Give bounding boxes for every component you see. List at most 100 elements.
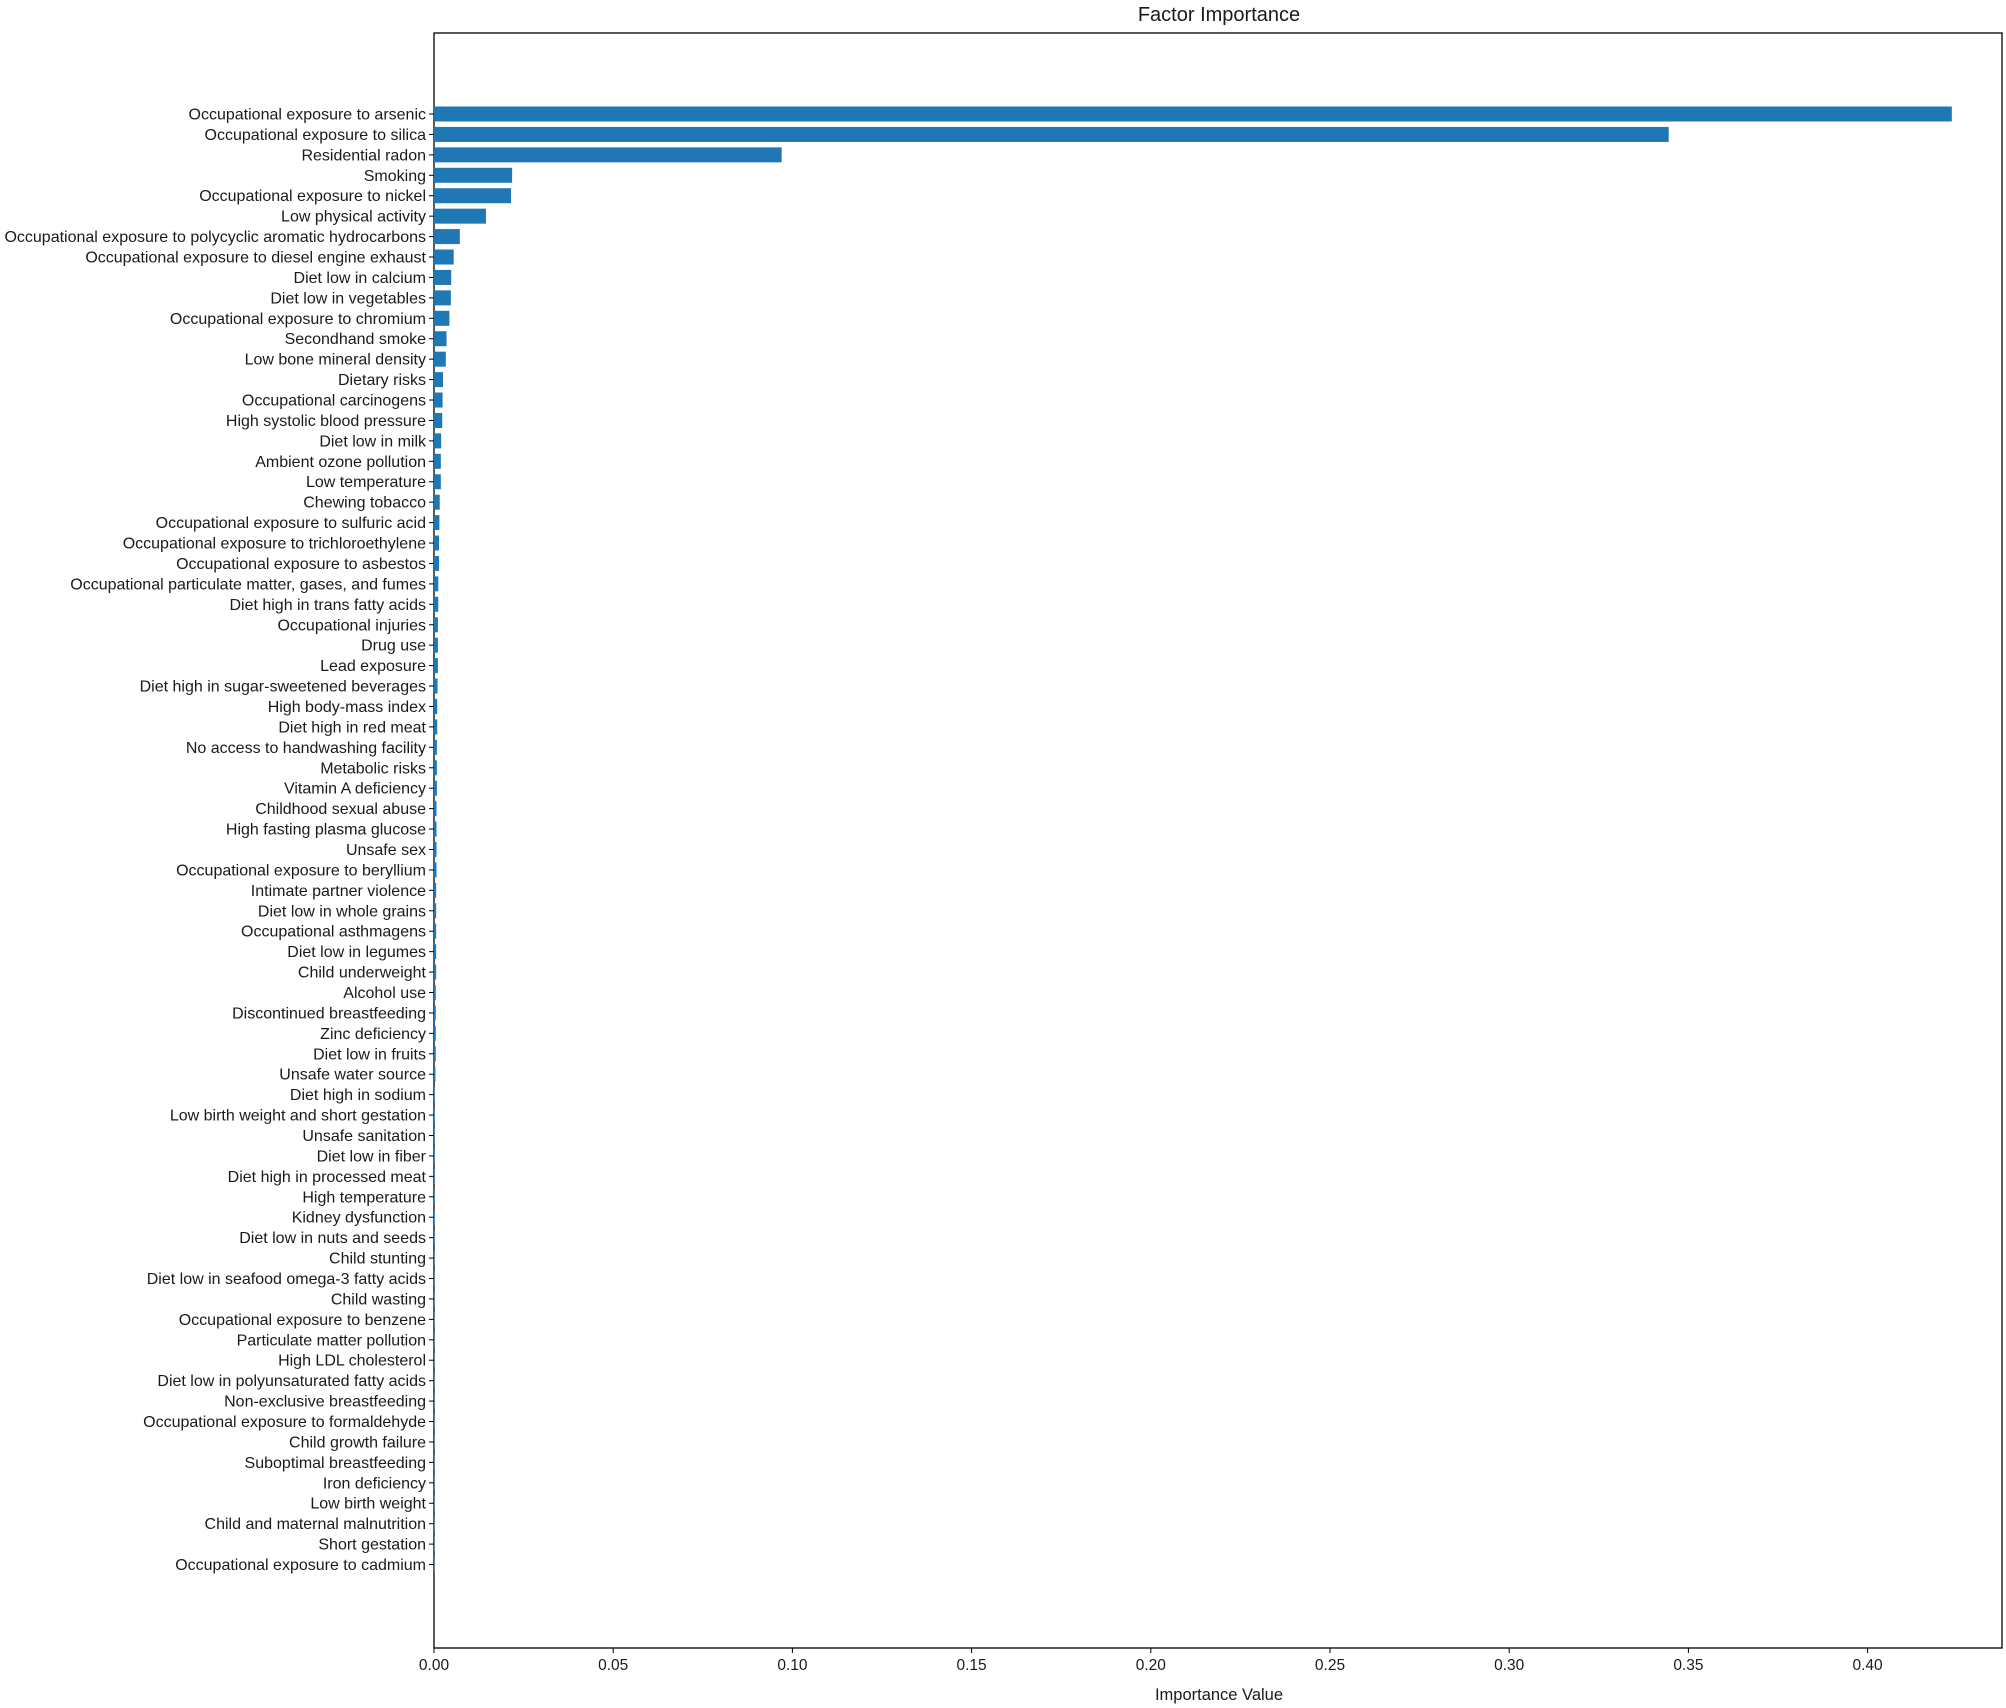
y-tick-label: Smoking [364, 168, 426, 185]
bar [434, 882, 437, 898]
bar [434, 147, 782, 163]
bar [434, 596, 439, 612]
y-tick-label: Unsafe sex [346, 842, 426, 859]
bars-group [434, 106, 1952, 1573]
bar [434, 1087, 435, 1103]
bar [434, 617, 438, 633]
y-tick-label: Kidney dysfunction [292, 1210, 426, 1227]
bar [434, 1168, 435, 1184]
y-tick-label: Occupational asthmagens [241, 924, 426, 941]
x-axis-title: Importance Value [1155, 1686, 1283, 1704]
y-tick-label: Child wasting [331, 1291, 426, 1308]
y-tick-label: Occupational exposure to asbestos [176, 556, 426, 573]
bar [434, 841, 437, 857]
y-axis-ticks [429, 113, 434, 1566]
y-tick-label: Occupational exposure to silica [205, 127, 427, 144]
bar [434, 372, 443, 388]
bar [434, 719, 438, 735]
bar [434, 698, 438, 714]
bar [434, 576, 439, 592]
bar [434, 637, 438, 653]
y-tick-label: Ambient ozone pollution [255, 454, 426, 471]
y-tick-label: Unsafe sanitation [302, 1128, 426, 1145]
bar [434, 1066, 436, 1082]
y-tick-label: Low physical activity [281, 209, 426, 226]
bar [434, 208, 486, 224]
y-tick-label: Zinc deficiency [320, 1026, 426, 1043]
y-tick-label: Diet high in processed meat [228, 1169, 427, 1186]
y-tick-label: Metabolic risks [320, 760, 426, 777]
bar [434, 1230, 435, 1246]
x-tick-label: 0.40 [1853, 1657, 1884, 1674]
x-tick-label: 0.35 [1673, 1657, 1703, 1674]
bar [434, 1148, 435, 1164]
y-tick-label: Secondhand smoke [285, 331, 427, 348]
y-tick-label: Residential radon [301, 147, 426, 164]
y-tick-label: Occupational exposure to nickel [199, 188, 426, 205]
bar [434, 1025, 436, 1041]
bar [434, 1005, 436, 1021]
y-tick-label: Vitamin A deficiency [284, 781, 426, 798]
bar [434, 167, 513, 183]
bar [434, 351, 446, 367]
y-tick-label: Child and maternal malnutrition [205, 1516, 426, 1533]
bar [434, 760, 437, 776]
bar [434, 944, 437, 960]
bar [434, 555, 440, 571]
y-tick-label: Low birth weight [310, 1496, 426, 1513]
y-tick-label: Diet high in sodium [290, 1087, 426, 1104]
y-tick-label: Intimate partner violence [251, 883, 426, 900]
bar [434, 678, 438, 694]
x-axis-ticks: 0.00 0.05 0.10 0.15 0.20 0.25 0.30 0.35 0.40 [419, 1648, 1883, 1674]
y-tick-label: Diet low in fiber [317, 1148, 427, 1165]
y-tick-label: Diet low in calcium [294, 270, 426, 287]
bar [434, 903, 437, 919]
y-tick-label: High systolic blood pressure [226, 413, 426, 430]
bar [434, 310, 450, 326]
y-tick-label: High temperature [302, 1189, 426, 1206]
bar [434, 290, 451, 306]
y-tick-label: Short gestation [318, 1537, 426, 1554]
y-tick-label: Discontinued breastfeeding [232, 1005, 426, 1022]
y-tick-label: High fasting plasma glucose [226, 822, 426, 839]
y-tick-label: Dietary risks [338, 372, 426, 389]
y-tick-label: Child underweight [298, 965, 427, 982]
bar [434, 392, 443, 408]
bar [434, 780, 437, 796]
x-tick-label: 0.00 [419, 1657, 450, 1674]
bar [434, 126, 1669, 142]
bar [434, 739, 437, 755]
y-tick-label: No access to handwashing facility [186, 740, 426, 757]
y-tick-label: Particulate matter pollution [237, 1332, 426, 1349]
y-tick-label: High body-mass index [268, 699, 426, 716]
y-tick-label: Diet low in vegetables [270, 290, 426, 307]
y-tick-label: Diet low in seafood omega-3 fatty acids [147, 1271, 426, 1288]
x-tick-label: 0.10 [777, 1657, 808, 1674]
y-tick-label: Diet high in sugar-sweetened beverages [140, 679, 426, 696]
bar [434, 1046, 436, 1062]
y-tick-label: Occupational exposure to formaldehyde [143, 1414, 426, 1431]
plot-area-frame [433, 32, 2003, 1649]
bar [434, 1189, 435, 1205]
y-tick-label: Occupational injuries [277, 617, 426, 634]
y-tick-label: Childhood sexual abuse [255, 801, 426, 818]
y-tick-label: Non-exclusive breastfeeding [224, 1394, 426, 1411]
bar [434, 964, 437, 980]
y-tick-label: Diet low in fruits [313, 1046, 426, 1063]
bar [434, 494, 440, 510]
y-tick-label: Low birth weight and short gestation [170, 1108, 426, 1125]
y-tick-label: Unsafe water source [279, 1067, 426, 1084]
bar [434, 453, 441, 469]
y-tick-label: Diet low in milk [319, 433, 427, 450]
y-tick-label: Diet low in whole grains [258, 903, 426, 920]
bar [434, 515, 440, 531]
bar [434, 821, 437, 837]
y-tick-label: Occupational exposure to cadmium [175, 1557, 426, 1574]
y-tick-label: Chewing tobacco [303, 495, 426, 512]
y-tick-label: Child growth failure [289, 1434, 426, 1451]
bar [434, 269, 452, 285]
bar [434, 249, 454, 265]
chart-title: Factor Importance [1138, 4, 1300, 26]
y-tick-label: Occupational exposure to benzene [179, 1312, 426, 1329]
